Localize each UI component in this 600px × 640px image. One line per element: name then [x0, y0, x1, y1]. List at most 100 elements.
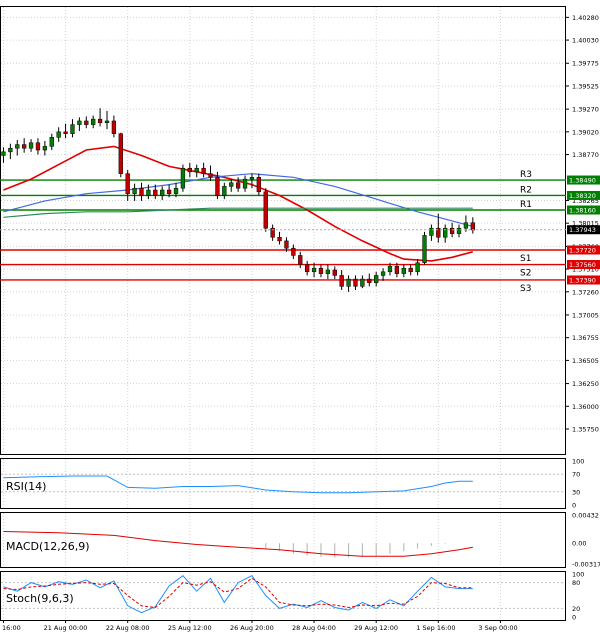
- candle-body: [1, 151, 6, 156]
- candle: [215, 171, 220, 200]
- rsi-tick-label: 100: [572, 458, 584, 466]
- level-tag-r3: 1.38490: [567, 175, 600, 185]
- candle: [456, 224, 462, 238]
- candle: [429, 224, 434, 241]
- candle: [374, 271, 379, 287]
- candle: [277, 231, 282, 245]
- candle-body: [277, 237, 282, 242]
- candle-body: [104, 120, 110, 124]
- rsi-tick-label: 30: [572, 488, 580, 496]
- level-tag-box: [567, 275, 600, 285]
- candle: [187, 162, 192, 178]
- level-tag-box: [567, 205, 600, 215]
- candle: [49, 133, 54, 151]
- price-tick-label: 1.36250: [572, 380, 599, 388]
- candle: [77, 117, 82, 131]
- level-tag-s3: 1.37390: [567, 275, 600, 285]
- candle: [401, 264, 406, 278]
- stoch-tick-label: 80: [572, 579, 580, 587]
- candle-body: [15, 144, 20, 149]
- price-tick-label: 1.38770: [572, 151, 599, 159]
- candle-body: [305, 264, 310, 273]
- candle: [387, 262, 393, 276]
- stoch-signal-line: [3, 577, 473, 609]
- candle: [97, 108, 103, 127]
- price-tick-label: 1.36755: [572, 334, 599, 342]
- candle: [146, 184, 151, 200]
- candle-body: [367, 278, 372, 283]
- candle-body: [180, 167, 186, 189]
- candles: [1, 108, 475, 292]
- candle-body: [77, 120, 82, 125]
- candle-body: [49, 137, 54, 147]
- rsi-tick-label: 0: [572, 502, 576, 510]
- candle: [1, 147, 6, 163]
- level-tag-label: 1.37720: [569, 246, 596, 254]
- candle: [284, 237, 289, 252]
- macd-signal-line: [3, 531, 473, 557]
- candle-body: [153, 189, 158, 196]
- candle: [415, 259, 420, 276]
- candle: [15, 140, 20, 156]
- candle: [325, 264, 331, 280]
- candle: [305, 260, 310, 276]
- candle: [139, 182, 144, 201]
- candle-body: [22, 144, 27, 149]
- x-tick-label: 25 Aug 12:00: [168, 624, 212, 632]
- candle-body: [470, 222, 475, 231]
- candle-body: [422, 235, 427, 263]
- candle-body: [111, 120, 117, 134]
- price-tick-label: 1.39525: [572, 82, 599, 90]
- candle: [394, 262, 400, 278]
- level-tag-label: 1.38490: [569, 177, 596, 185]
- panel-frame-0: [0, 6, 566, 455]
- candle: [422, 231, 427, 265]
- candle-body: [235, 182, 241, 189]
- candle-body: [325, 269, 331, 274]
- candle: [408, 264, 413, 276]
- x-tick-label: 3 Sep 00:00: [478, 624, 517, 632]
- candle-body: [436, 227, 441, 238]
- level-label-r1: R1: [520, 200, 532, 210]
- x-tick-label: 21 Aug 00:00: [44, 624, 88, 632]
- candle-body: [229, 182, 234, 187]
- x-tick-label: 22 Aug 08:00: [106, 624, 150, 632]
- level-tag-r2: 1.38320: [567, 190, 600, 200]
- candle: [360, 275, 365, 289]
- candle: [8, 143, 13, 160]
- candle-body: [63, 131, 68, 134]
- panel-frame-3: [0, 571, 566, 621]
- candle-body: [215, 177, 220, 196]
- candle: [63, 123, 68, 139]
- level-tag-label: 1.37560: [569, 261, 596, 269]
- candle-body: [222, 186, 227, 196]
- candle: [222, 182, 227, 200]
- candle-body: [173, 187, 179, 194]
- candle: [311, 262, 317, 278]
- candle-body: [408, 267, 413, 273]
- candle-body: [187, 167, 192, 173]
- candle-body: [291, 247, 296, 256]
- price-tick-label: 1.39270: [572, 106, 599, 114]
- candle-body: [28, 142, 34, 149]
- candle: [28, 139, 34, 152]
- stoch-tick-label: 20: [572, 605, 580, 613]
- x-tick-label: 26 Aug 20:00: [230, 624, 274, 632]
- candle: [194, 164, 199, 178]
- candle: [173, 182, 179, 198]
- candle-body: [332, 269, 337, 276]
- panel-frame-1: [0, 458, 566, 509]
- macd-label: MACD(12,26,9): [6, 540, 90, 553]
- level-tag-r1: 1.38160: [567, 205, 600, 215]
- candle-body: [8, 147, 13, 153]
- candle: [160, 186, 165, 201]
- current-price-tag: [567, 225, 600, 235]
- x-tick-label: 16:00: [2, 624, 21, 632]
- candle-body: [298, 255, 303, 265]
- candle: [263, 188, 268, 232]
- candle-body: [118, 133, 123, 174]
- candle: [242, 175, 248, 192]
- candle-body: [97, 118, 103, 124]
- candle-body: [263, 191, 268, 229]
